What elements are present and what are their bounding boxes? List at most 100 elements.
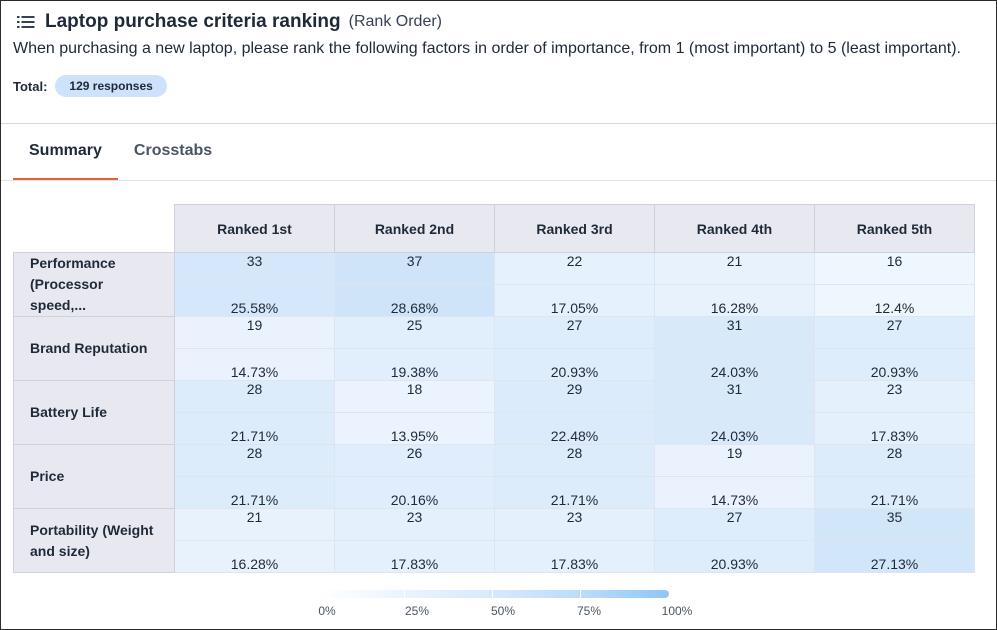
percent-cell: 27.13%	[814, 540, 975, 573]
row-header-price: Price	[13, 444, 175, 509]
percent-cell: 17.05%	[494, 284, 655, 317]
legend-segment	[581, 590, 669, 598]
row-label: Portability (Weight and size)	[30, 521, 154, 559]
legend-label: 0%	[318, 604, 336, 618]
table-row-count: Performance (Processor speed,... 33 37 2…	[13, 252, 975, 317]
count-cell: 25	[334, 316, 495, 349]
percent-cell: 24.03%	[654, 412, 815, 445]
list-icon	[17, 15, 35, 29]
table-row-count: Battery Life 28 18 29 31 23	[13, 380, 975, 445]
count-cell: 28	[494, 444, 655, 477]
percent-cell: 17.83%	[334, 540, 495, 573]
table-row-count: Brand Reputation 19 25 27 31 27	[13, 316, 975, 381]
legend-label: 100%	[661, 604, 693, 618]
count-cell: 21	[654, 252, 815, 285]
count-cell: 19	[654, 444, 815, 477]
table-row-percent: 21.71% 20.16% 21.71% 14.73% 21.71%	[14, 476, 975, 509]
column-header-ranked-2nd: Ranked 2nd	[334, 204, 495, 253]
rank-table: Ranked 1st Ranked 2nd Ranked 3rd Ranked …	[13, 204, 975, 573]
percent-cell: 16.28%	[654, 284, 815, 317]
row-label: Battery Life	[30, 404, 108, 420]
percent-cell: 17.83%	[814, 412, 975, 445]
count-cell: 22	[494, 252, 655, 285]
table-corner	[14, 205, 175, 253]
percent-cell: 17.83%	[494, 540, 655, 573]
count-cell: 37	[334, 252, 495, 285]
legend-gap	[580, 590, 581, 598]
percent-cell: 20.93%	[494, 348, 655, 381]
total-label: Total:	[13, 78, 48, 94]
legend-label: 75%	[576, 604, 602, 618]
question-description: When purchasing a new laptop, please ran…	[13, 40, 961, 57]
legend-segment	[405, 590, 492, 598]
count-cell: 27	[814, 316, 975, 349]
tab-crosstabs[interactable]: Crosstabs	[133, 142, 213, 159]
tabs-divider	[1, 180, 996, 181]
count-cell: 28	[174, 380, 335, 413]
percent-cell: 21.71%	[174, 412, 335, 445]
tab-summary[interactable]: Summary	[13, 124, 118, 180]
percent-cell: 21.71%	[494, 476, 655, 509]
column-header-ranked-4th: Ranked 4th	[654, 204, 815, 253]
count-cell: 21	[174, 508, 335, 541]
count-cell: 28	[814, 444, 975, 477]
percent-cell: 25.58%	[174, 284, 335, 317]
total-row: Total: 129 responses	[13, 75, 988, 97]
percent-cell: 14.73%	[654, 476, 815, 509]
heatmap-legend: 0% 25% 50% 75% 100%	[317, 590, 697, 620]
legend-gradient-bar	[317, 590, 669, 598]
count-cell: 28	[174, 444, 335, 477]
column-header-ranked-3rd: Ranked 3rd	[494, 204, 655, 253]
question-type: (Rank Order)	[348, 13, 442, 30]
percent-cell: 28.68%	[334, 284, 495, 317]
percent-cell: 19.38%	[334, 348, 495, 381]
legend-gap	[492, 590, 493, 598]
row-label: Price	[30, 468, 65, 484]
percent-cell: 21.71%	[814, 476, 975, 509]
count-cell: 33	[174, 252, 335, 285]
count-cell: 23	[494, 508, 655, 541]
column-header-ranked-1st: Ranked 1st	[174, 204, 335, 253]
percent-cell: 12.4%	[814, 284, 975, 317]
count-cell: 23	[334, 508, 495, 541]
percent-cell: 21.71%	[174, 476, 335, 509]
header-divider	[1, 123, 996, 124]
responses-badge: 129 responses	[55, 75, 167, 97]
table-row-count: Price 28 26 28 19 28	[13, 444, 975, 509]
count-cell: 23	[814, 380, 975, 413]
percent-cell: 20.16%	[334, 476, 495, 509]
count-cell: 19	[174, 316, 335, 349]
table-row-percent: 16.28% 17.83% 17.83% 20.93% 27.13%	[14, 540, 975, 573]
count-cell: 29	[494, 380, 655, 413]
percent-cell: 22.48%	[494, 412, 655, 445]
view-tabs: Summary Crosstabs	[13, 124, 228, 180]
question-header: Laptop purchase criteria ranking (Rank O…	[13, 11, 988, 97]
row-header-brand-reputation: Brand Reputation	[13, 316, 175, 381]
table-header-row: Ranked 1st Ranked 2nd Ranked 3rd Ranked …	[14, 204, 975, 253]
count-cell: 16	[814, 252, 975, 285]
question-title: Laptop purchase criteria ranking	[45, 11, 341, 32]
legend-segment	[317, 590, 404, 598]
row-label: Performance (Processor speed,...	[30, 255, 116, 313]
count-cell: 27	[494, 316, 655, 349]
count-cell: 31	[654, 380, 815, 413]
column-header-ranked-5th: Ranked 5th	[814, 204, 975, 253]
row-label: Brand Reputation	[30, 340, 148, 356]
percent-cell: 20.93%	[654, 540, 815, 573]
legend-gap	[404, 590, 405, 598]
percent-cell: 24.03%	[654, 348, 815, 381]
count-cell: 27	[654, 508, 815, 541]
table-row-percent: 25.58% 28.68% 17.05% 16.28% 12.4%	[14, 284, 975, 317]
count-cell: 18	[334, 380, 495, 413]
percent-cell: 14.73%	[174, 348, 335, 381]
count-cell: 31	[654, 316, 815, 349]
legend-label: 50%	[490, 604, 516, 618]
row-header-portability: Portability (Weight and size)	[13, 508, 175, 573]
title-row: Laptop purchase criteria ranking (Rank O…	[13, 11, 988, 33]
row-header-performance: Performance (Processor speed,...	[13, 252, 175, 317]
table-row-count: Portability (Weight and size) 21 23 23 2…	[13, 508, 975, 573]
legend-segment	[493, 590, 580, 598]
legend-label: 25%	[404, 604, 430, 618]
percent-cell: 13.95%	[334, 412, 495, 445]
